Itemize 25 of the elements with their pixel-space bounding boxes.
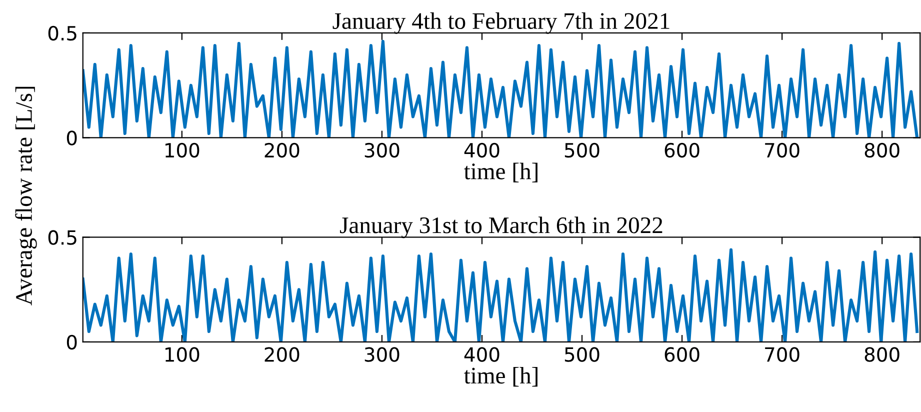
x-tick-label: 300 [364,142,400,158]
x-tick-label: 200 [264,142,300,158]
x-tick-label: 600 [664,347,700,362]
x-tick-label: 500 [564,142,600,158]
x-tick-label: 700 [765,142,800,158]
x-tick-label: 200 [264,347,300,362]
chart-title: January 31st to March 6th in 2022 [340,216,662,238]
y-tick-label: 0.5 [48,26,76,41]
y-axis-title: Average flow rate [L/s] [15,86,37,306]
x-tick-label: 400 [464,142,500,158]
x-tick-label: 500 [564,347,600,362]
x-tick-label: 800 [864,347,900,362]
x-tick-label: 100 [165,347,200,362]
x-tick-label: 100 [165,142,200,158]
y-tick-label: 0 [66,130,77,146]
y-tick-label: 0 [66,334,77,350]
x-tick-label: 800 [864,142,900,158]
x-tick-label: 700 [765,347,800,362]
chart-title: January 4th to February 7th in 2021 [332,12,670,34]
y-tick-label: 0.5 [48,230,76,245]
x-tick-label: 300 [364,347,400,362]
x-axis-title: time [h] [464,162,538,182]
x-tick-label: 600 [664,142,700,158]
x-axis-title: time [h] [464,367,538,387]
x-tick-label: 400 [464,347,500,362]
